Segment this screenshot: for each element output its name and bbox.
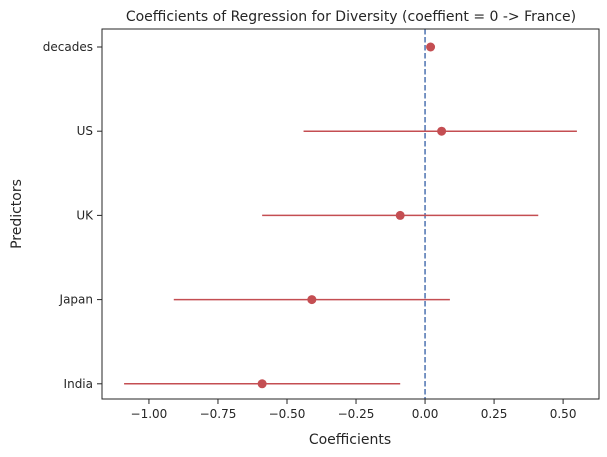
x-tick-label: −0.25 (338, 407, 375, 421)
point-decades (426, 42, 436, 52)
x-tick-label: 0.50 (550, 407, 577, 421)
x-tick-label: 0.25 (481, 407, 508, 421)
y-tick-label: India (64, 377, 93, 391)
y-tick-label: UK (76, 208, 94, 222)
plot-area (124, 29, 577, 399)
point-japan (307, 295, 317, 305)
x-axis: −1.00 −0.75 −0.50 −0.25 0.00 0.25 0.50 (131, 399, 577, 421)
x-axis-label: Coefficients (309, 432, 391, 448)
x-tick-label: −1.00 (131, 407, 168, 421)
y-tick-label: Japan (59, 293, 93, 307)
plot-frame (101, 28, 600, 400)
y-tick-label: decades (43, 40, 93, 54)
x-tick-label: 0.00 (412, 407, 439, 421)
y-tick-label: US (77, 124, 93, 138)
y-axis: decades US UK Japan India (43, 40, 102, 391)
chart-title: Coefficients of Regression for Diversity… (126, 9, 576, 25)
y-axis-label: Predictors (9, 179, 25, 249)
point-uk (395, 210, 405, 220)
point-us (437, 126, 447, 136)
x-tick-label: −0.50 (269, 407, 306, 421)
point-india (257, 379, 267, 389)
x-tick-label: −0.75 (200, 407, 237, 421)
